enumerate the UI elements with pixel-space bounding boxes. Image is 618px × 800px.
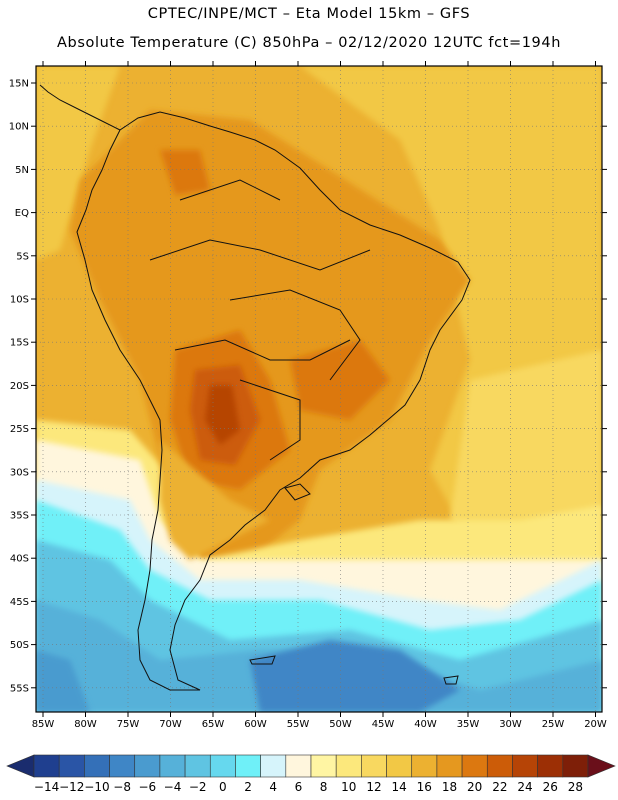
lon-label: 70W	[159, 719, 182, 730]
lon-label: 45W	[372, 719, 395, 730]
lon-label: 40W	[414, 719, 437, 730]
colorbar-label: 8	[320, 780, 328, 794]
lat-label: 10N	[9, 122, 29, 133]
colorbar-swatch	[537, 754, 564, 778]
lon-label: 20W	[584, 719, 607, 730]
colorbar-swatch	[235, 754, 261, 778]
colorbar-label: 26	[543, 780, 558, 794]
colorbar-swatch	[84, 754, 110, 778]
colorbar-label: 0	[219, 780, 227, 794]
colorbar-label: 12	[366, 780, 381, 794]
map-title-line-1: CPTEC/INPE/MCT – Eta Model 15km – GFS	[147, 6, 471, 22]
colorbar-swatch	[109, 754, 136, 778]
colorbar-swatch	[58, 754, 85, 778]
colorbar-under-arrow	[6, 754, 35, 778]
lat-label: 40S	[10, 554, 29, 565]
longitude-axis: 85W 80W 75W 70W 65W 60W 55W 50W 45W 40W 35W 30W 25W 2…	[32, 61, 607, 730]
colorbar-swatch	[33, 754, 60, 778]
lon-label: 35W	[457, 719, 480, 730]
lat-label: 5N	[15, 165, 29, 176]
colorbar-label: 6	[295, 780, 303, 794]
lon-label: 65W	[202, 719, 225, 730]
lat-label: 15N	[9, 79, 29, 90]
lat-label: 30S	[10, 467, 29, 478]
colorbar-label: −10	[84, 780, 109, 794]
lat-label: 55S	[10, 683, 29, 694]
lat-label: 45S	[10, 597, 29, 608]
lon-label: 30W	[499, 719, 522, 730]
colorbar-label: 16	[417, 780, 432, 794]
colorbar-swatch	[562, 754, 589, 778]
colorbar-swatch	[461, 754, 488, 778]
colorbar-label: 2	[244, 780, 252, 794]
colorbar-label: −12	[59, 780, 84, 794]
colorbar-label: 18	[442, 780, 457, 794]
colorbar-swatch	[361, 754, 387, 778]
colorbar-label: 10	[341, 780, 356, 794]
lon-label: 55W	[287, 719, 310, 730]
colorbar-label: −2	[189, 780, 207, 794]
colorbar-swatch	[411, 754, 438, 778]
colorbar: −14 −12 −10 −8 −6 −4 −2 0 2 4 6 8 10 12 14 16 18 20 22 24 26…	[6, 754, 616, 794]
colorbar-over-arrow	[587, 754, 616, 778]
colorbar-swatch	[335, 754, 362, 778]
colorbar-swatch	[209, 754, 236, 778]
colorbar-swatch	[184, 754, 211, 778]
lon-label: 60W	[244, 719, 267, 730]
colorbar-swatch	[260, 754, 287, 778]
temperature-field	[36, 66, 602, 712]
colorbar-swatch	[134, 754, 161, 778]
colorbar-swatch	[386, 754, 413, 778]
coastline	[39, 84, 471, 691]
map-title-line-2: Absolute Temperature (C) 850hPa – 02/12/…	[57, 35, 561, 51]
lat-label: 50S	[10, 640, 29, 651]
lat-label: 10S	[10, 295, 29, 306]
lat-label: 35S	[10, 511, 29, 522]
colorbar-swatch	[159, 754, 186, 778]
lat-label: 5S	[16, 251, 29, 262]
colorbar-label: 4	[269, 780, 277, 794]
lon-label: 75W	[117, 719, 140, 730]
lat-label: EQ	[15, 208, 29, 219]
lat-label: 20S	[10, 381, 29, 392]
colorbar-swatch	[436, 754, 463, 778]
lat-label: 15S	[10, 338, 29, 349]
latitude-axis: 15N 10N 5N EQ 5S 10S 15S 20S 25S 30S 35S 40S 45S 50S 5…	[9, 79, 607, 694]
colorbar-label: 22	[492, 780, 507, 794]
plot-frame	[35, 65, 603, 713]
colorbar-label: 24	[517, 780, 532, 794]
colorbar-swatch	[512, 754, 538, 778]
colorbar-swatch	[486, 754, 513, 778]
colorbar-label: −8	[113, 780, 131, 794]
colorbar-swatch	[310, 754, 337, 778]
colorbar-label: −4	[164, 780, 182, 794]
colorbar-label: 28	[568, 780, 583, 794]
lon-label: 25W	[542, 719, 565, 730]
colorbar-label: −6	[138, 780, 156, 794]
colorbar-label: −14	[34, 780, 59, 794]
lon-label: 80W	[74, 719, 97, 730]
colorbar-label: 20	[467, 780, 482, 794]
colorbar-swatch	[285, 754, 312, 778]
lon-label: 50W	[329, 719, 352, 730]
colorbar-label: 14	[391, 780, 406, 794]
lon-label: 85W	[32, 719, 55, 730]
lat-label: 25S	[10, 424, 29, 435]
